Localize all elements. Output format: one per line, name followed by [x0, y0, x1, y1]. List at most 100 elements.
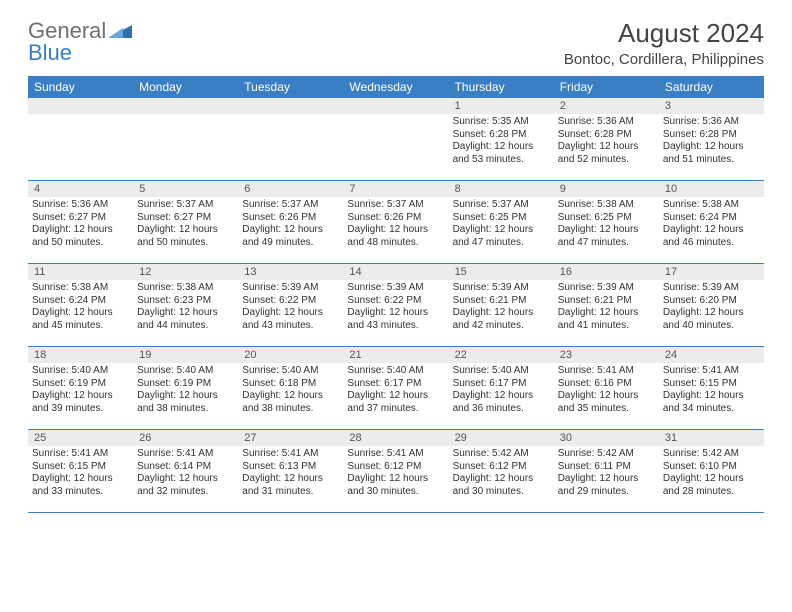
sunrise-text: Sunrise: 5:37 AM	[347, 199, 444, 212]
daylight-text-2: and 43 minutes.	[242, 320, 339, 333]
day-body: Sunrise: 5:40 AMSunset: 6:19 PMDaylight:…	[133, 363, 238, 419]
day-body: Sunrise: 5:42 AMSunset: 6:11 PMDaylight:…	[554, 446, 659, 502]
day-body: Sunrise: 5:37 AMSunset: 6:26 PMDaylight:…	[238, 197, 343, 253]
sunset-text: Sunset: 6:26 PM	[347, 212, 444, 225]
daylight-text-2: and 47 minutes.	[453, 237, 550, 250]
calendar-grid: SundayMondayTuesdayWednesdayThursdayFrid…	[28, 76, 764, 513]
day-number: 24	[659, 347, 764, 363]
day-body: Sunrise: 5:40 AMSunset: 6:17 PMDaylight:…	[343, 363, 448, 419]
sunset-text: Sunset: 6:20 PM	[663, 295, 760, 308]
dow-monday: Monday	[133, 76, 238, 98]
dow-saturday: Saturday	[659, 76, 764, 98]
day-number: 2	[554, 98, 659, 114]
dow-thursday: Thursday	[449, 76, 554, 98]
week-row: 25Sunrise: 5:41 AMSunset: 6:15 PMDayligh…	[28, 430, 764, 513]
day-cell: 19Sunrise: 5:40 AMSunset: 6:19 PMDayligh…	[133, 347, 238, 429]
header: GeneralBlue August 2024 Bontoc, Cordille…	[28, 18, 764, 68]
day-cell: 21Sunrise: 5:40 AMSunset: 6:17 PMDayligh…	[343, 347, 448, 429]
sunset-text: Sunset: 6:28 PM	[453, 129, 550, 142]
day-number: 26	[133, 430, 238, 446]
day-number: 6	[238, 181, 343, 197]
day-cell: 7Sunrise: 5:37 AMSunset: 6:26 PMDaylight…	[343, 181, 448, 263]
daylight-text-1: Daylight: 12 hours	[663, 473, 760, 486]
daylight-text-2: and 42 minutes.	[453, 320, 550, 333]
day-body: Sunrise: 5:42 AMSunset: 6:12 PMDaylight:…	[449, 446, 554, 502]
day-cell: 20Sunrise: 5:40 AMSunset: 6:18 PMDayligh…	[238, 347, 343, 429]
day-cell: 1Sunrise: 5:35 AMSunset: 6:28 PMDaylight…	[449, 98, 554, 180]
sunset-text: Sunset: 6:27 PM	[32, 212, 129, 225]
sunrise-text: Sunrise: 5:35 AM	[453, 116, 550, 129]
daylight-text-2: and 49 minutes.	[242, 237, 339, 250]
daylight-text-2: and 46 minutes.	[663, 237, 760, 250]
day-cell: 11Sunrise: 5:38 AMSunset: 6:24 PMDayligh…	[28, 264, 133, 346]
daylight-text-1: Daylight: 12 hours	[32, 307, 129, 320]
day-body: Sunrise: 5:41 AMSunset: 6:12 PMDaylight:…	[343, 446, 448, 502]
day-body: Sunrise: 5:37 AMSunset: 6:27 PMDaylight:…	[133, 197, 238, 253]
sunset-text: Sunset: 6:19 PM	[32, 378, 129, 391]
day-body: Sunrise: 5:36 AMSunset: 6:28 PMDaylight:…	[659, 114, 764, 170]
daylight-text-2: and 43 minutes.	[347, 320, 444, 333]
sunset-text: Sunset: 6:24 PM	[663, 212, 760, 225]
daylight-text-2: and 29 minutes.	[558, 486, 655, 499]
daylight-text-1: Daylight: 12 hours	[242, 224, 339, 237]
day-number: 18	[28, 347, 133, 363]
daylight-text-2: and 39 minutes.	[32, 403, 129, 416]
day-cell: 4Sunrise: 5:36 AMSunset: 6:27 PMDaylight…	[28, 181, 133, 263]
sunset-text: Sunset: 6:19 PM	[137, 378, 234, 391]
day-body: Sunrise: 5:41 AMSunset: 6:15 PMDaylight:…	[659, 363, 764, 419]
daylight-text-2: and 52 minutes.	[558, 154, 655, 167]
day-body: Sunrise: 5:38 AMSunset: 6:24 PMDaylight:…	[659, 197, 764, 253]
day-body: Sunrise: 5:40 AMSunset: 6:17 PMDaylight:…	[449, 363, 554, 419]
day-number: 31	[659, 430, 764, 446]
day-body: Sunrise: 5:37 AMSunset: 6:25 PMDaylight:…	[449, 197, 554, 253]
daylight-text-1: Daylight: 12 hours	[347, 473, 444, 486]
sunrise-text: Sunrise: 5:42 AM	[663, 448, 760, 461]
day-number: 20	[238, 347, 343, 363]
day-cell: 8Sunrise: 5:37 AMSunset: 6:25 PMDaylight…	[449, 181, 554, 263]
daylight-text-1: Daylight: 12 hours	[558, 473, 655, 486]
day-cell: 14Sunrise: 5:39 AMSunset: 6:22 PMDayligh…	[343, 264, 448, 346]
daylight-text-2: and 51 minutes.	[663, 154, 760, 167]
sunset-text: Sunset: 6:22 PM	[347, 295, 444, 308]
day-number: 27	[238, 430, 343, 446]
sunset-text: Sunset: 6:17 PM	[347, 378, 444, 391]
day-cell: 16Sunrise: 5:39 AMSunset: 6:21 PMDayligh…	[554, 264, 659, 346]
day-number	[343, 98, 448, 114]
day-cell: 26Sunrise: 5:41 AMSunset: 6:14 PMDayligh…	[133, 430, 238, 512]
daylight-text-2: and 48 minutes.	[347, 237, 444, 250]
day-number: 19	[133, 347, 238, 363]
sunset-text: Sunset: 6:24 PM	[32, 295, 129, 308]
calendar-page: GeneralBlue August 2024 Bontoc, Cordille…	[0, 0, 792, 523]
sunset-text: Sunset: 6:17 PM	[453, 378, 550, 391]
day-cell: 28Sunrise: 5:41 AMSunset: 6:12 PMDayligh…	[343, 430, 448, 512]
dow-sunday: Sunday	[28, 76, 133, 98]
day-number	[28, 98, 133, 114]
sunset-text: Sunset: 6:25 PM	[558, 212, 655, 225]
sunrise-text: Sunrise: 5:41 AM	[558, 365, 655, 378]
day-cell: 27Sunrise: 5:41 AMSunset: 6:13 PMDayligh…	[238, 430, 343, 512]
sunset-text: Sunset: 6:22 PM	[242, 295, 339, 308]
day-body: Sunrise: 5:39 AMSunset: 6:22 PMDaylight:…	[343, 280, 448, 336]
daylight-text-1: Daylight: 12 hours	[32, 390, 129, 403]
day-body: Sunrise: 5:36 AMSunset: 6:28 PMDaylight:…	[554, 114, 659, 170]
day-number: 23	[554, 347, 659, 363]
daylight-text-2: and 33 minutes.	[32, 486, 129, 499]
sunrise-text: Sunrise: 5:40 AM	[137, 365, 234, 378]
sunrise-text: Sunrise: 5:36 AM	[32, 199, 129, 212]
day-body: Sunrise: 5:41 AMSunset: 6:16 PMDaylight:…	[554, 363, 659, 419]
day-cell: 10Sunrise: 5:38 AMSunset: 6:24 PMDayligh…	[659, 181, 764, 263]
day-number: 9	[554, 181, 659, 197]
sunset-text: Sunset: 6:14 PM	[137, 461, 234, 474]
day-number: 25	[28, 430, 133, 446]
day-cell: 17Sunrise: 5:39 AMSunset: 6:20 PMDayligh…	[659, 264, 764, 346]
day-cell: 6Sunrise: 5:37 AMSunset: 6:26 PMDaylight…	[238, 181, 343, 263]
day-number: 21	[343, 347, 448, 363]
day-cell: 3Sunrise: 5:36 AMSunset: 6:28 PMDaylight…	[659, 98, 764, 180]
day-number: 17	[659, 264, 764, 280]
day-number: 11	[28, 264, 133, 280]
week-row: 18Sunrise: 5:40 AMSunset: 6:19 PMDayligh…	[28, 347, 764, 430]
day-cell: 9Sunrise: 5:38 AMSunset: 6:25 PMDaylight…	[554, 181, 659, 263]
brand-triangle-icon	[108, 18, 132, 44]
sunrise-text: Sunrise: 5:38 AM	[663, 199, 760, 212]
daylight-text-2: and 44 minutes.	[137, 320, 234, 333]
